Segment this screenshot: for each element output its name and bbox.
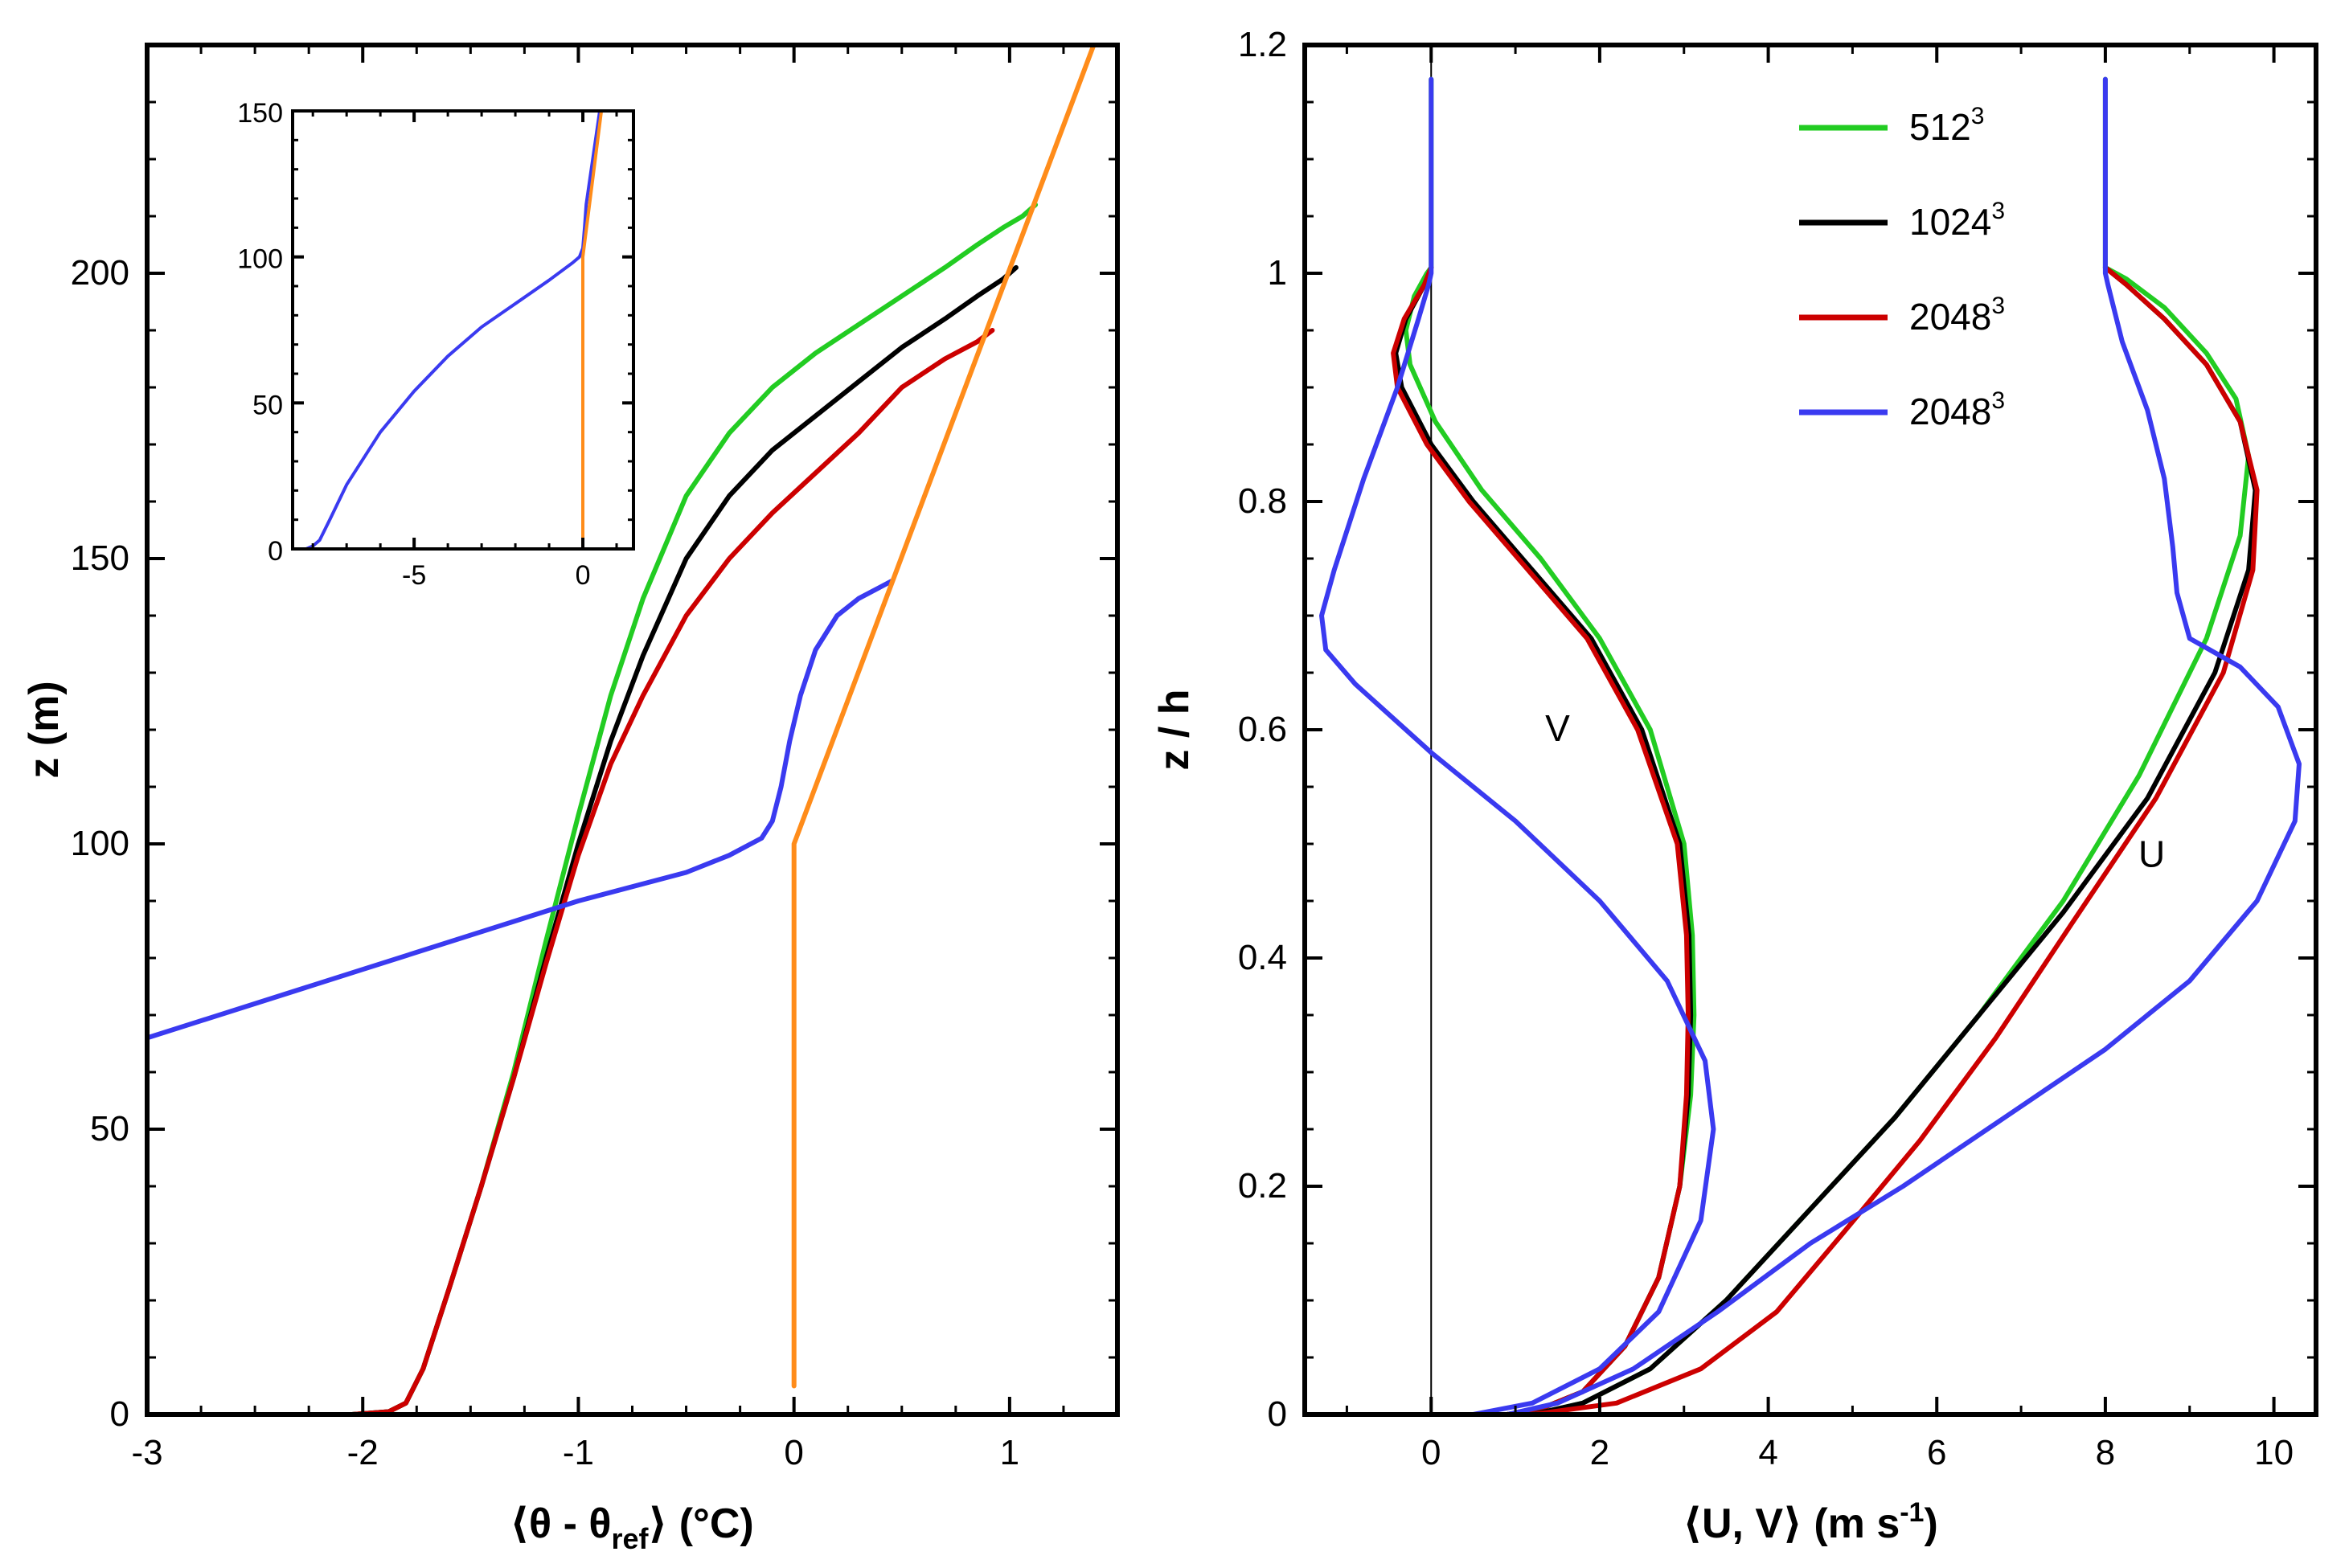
inset-background	[293, 111, 633, 549]
legend-label-sup: 3	[1971, 103, 1985, 129]
left-x-tick-label: -2	[347, 1433, 379, 1472]
legend-label-2048-blue: 20483	[1909, 387, 2005, 432]
legend-label-sup: 3	[1991, 198, 2005, 224]
left-y-tick-label: 200	[71, 253, 129, 293]
left-plot-frame	[145, 43, 1120, 1417]
right-y-axis-title: z / h	[1151, 689, 1198, 770]
inset-x-tick-label: 0	[576, 560, 591, 591]
right-x-title-close: )	[1924, 1500, 1937, 1547]
inset-series-orange-1	[581, 111, 604, 549]
right-x-tick-label: 4	[1758, 1433, 1777, 1472]
left-series-orange-4	[791, 45, 1097, 1389]
left-x-tick-label: 1	[1000, 1433, 1019, 1472]
right-series-blue-3	[1319, 76, 1716, 1414]
inset-y-tick-label: 50	[252, 390, 283, 420]
left-x-title-open: ⟨θ - θ	[510, 1500, 611, 1547]
legend-label-base: 512	[1909, 106, 1971, 148]
right-x-tick-label: 0	[1421, 1433, 1441, 1472]
legend-label-512: 5123	[1909, 103, 1984, 148]
left-x-tick-label: 0	[784, 1433, 803, 1472]
right-y-tick-label: 0.2	[1238, 1166, 1287, 1206]
right-x-title-sup: -1	[1900, 1497, 1924, 1528]
inset-frame	[291, 109, 635, 551]
left-x-tick-label: -1	[563, 1433, 594, 1472]
right-x-tick-label: 2	[1590, 1433, 1609, 1472]
legend-label-2048-red: 20483	[1909, 293, 2005, 338]
inset-x-tick-label: -5	[402, 560, 426, 591]
inset-y-tick-label: 150	[237, 98, 283, 129]
right-y-tick-label: 1.2	[1238, 25, 1287, 64]
right-y-tick-label: 0.8	[1238, 481, 1287, 521]
legend-label-base: 2048	[1909, 391, 1991, 432]
left-series-red-2	[349, 328, 995, 1414]
legend-label-sup: 3	[1991, 387, 2005, 414]
legend-label-base: 2048	[1909, 296, 1991, 338]
annotation-v: V	[1545, 707, 1570, 749]
left-y-tick-label: 0	[110, 1394, 129, 1434]
right-y-tick-label: 0	[1268, 1394, 1287, 1434]
legend-label-base: 1024	[1909, 201, 1991, 243]
left-y-tick-label: 150	[71, 538, 129, 578]
right-series-blue-7	[1504, 76, 2302, 1414]
legend-entry-2048-red: 20483	[1799, 293, 2005, 338]
left-x-title-sub: ref	[611, 1522, 649, 1555]
left-y-tick-label: 50	[90, 1109, 129, 1148]
left-y-axis-title: z (m)	[21, 681, 68, 778]
right-chart: 0 2 4 6 8 10 0 0.2 0.4 0.6 0.8 1 1.2 V U 5123 10243 …	[1151, 25, 2318, 1547]
left-series-blue-3	[147, 579, 894, 1041]
legend-entry-512: 5123	[1799, 103, 1984, 148]
right-x-tick-label: 6	[1927, 1433, 1946, 1472]
right-x-axis-title: ⟨U, V⟩ (m s-1)	[1683, 1497, 1938, 1547]
legend-entry-1024: 10243	[1799, 198, 2005, 243]
right-y-tick-label: 1	[1268, 253, 1287, 293]
left-x-axis-title: ⟨θ - θref⟩ (°C)	[510, 1500, 753, 1555]
right-y-tick-label: 0.6	[1238, 710, 1287, 749]
legend-label-sup: 3	[1991, 293, 2005, 319]
annotation-u: U	[2138, 833, 2165, 874]
right-x-tick-label: 8	[2096, 1433, 2115, 1472]
right-y-tick-label: 0.4	[1238, 938, 1287, 977]
left-y-tick-label: 100	[71, 824, 129, 863]
left-series-group	[147, 45, 1097, 1414]
left-x-tick-label: -3	[131, 1433, 162, 1472]
right-series-red-2	[1391, 264, 1691, 1414]
legend-label-1024: 10243	[1909, 198, 2005, 243]
legend: 5123 10243 20483 20483	[1799, 103, 2005, 432]
inset-series-group	[304, 111, 604, 549]
inset-chart: -5 0 0 50 100 150	[237, 98, 635, 591]
legend-entry-2048-blue: 20483	[1799, 387, 2005, 432]
right-series-red-6	[1530, 264, 2260, 1414]
right-x-title-open: ⟨U, V⟩ (m s	[1683, 1500, 1900, 1547]
inset-y-tick-label: 0	[268, 536, 283, 567]
right-plot-frame	[1302, 43, 2318, 1417]
inset-y-tick-label: 100	[237, 244, 283, 275]
right-series-group	[1319, 76, 2302, 1414]
left-x-title-close: ⟩ (°C)	[649, 1500, 754, 1547]
left-chart: -3 -2 -1 0 1 0 50 100 150 200 -5 0 0 50 100 150 ⟨θ - θ…	[21, 43, 1120, 1555]
inset-series-blue-0	[304, 111, 601, 549]
right-x-tick-label: 10	[2254, 1433, 2294, 1472]
